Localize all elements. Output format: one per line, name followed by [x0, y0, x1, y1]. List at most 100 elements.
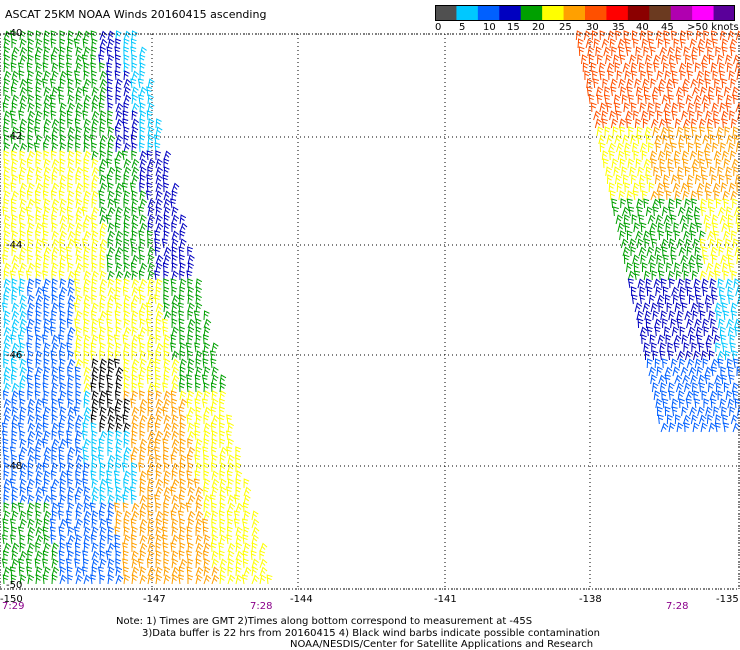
wind-barb: [75, 126, 83, 137]
wind-barb: [585, 38, 594, 49]
wind-barb: [719, 30, 727, 41]
wind-barb: [58, 446, 65, 457]
wind-barb: [178, 246, 185, 257]
wind-barb: [210, 358, 217, 369]
wind-barb: [179, 254, 185, 265]
wind-barb: [177, 510, 184, 521]
wind-barb: [67, 278, 75, 289]
wind-barb: [675, 46, 682, 57]
wind-barb: [163, 198, 171, 209]
wind-barb: [34, 382, 41, 393]
wind-barb: [202, 350, 209, 361]
wind-barb: [706, 414, 714, 425]
wind-barb: [698, 342, 705, 353]
wind-barb: [99, 366, 107, 377]
wind-barb: [658, 270, 665, 281]
wind-barb: [139, 142, 145, 153]
wind-barb: [43, 254, 50, 265]
wind-barb: [35, 174, 43, 185]
wind-barb: [626, 86, 633, 97]
wind-barb: [715, 382, 722, 393]
wind-barb: [713, 262, 722, 273]
wind-barb: [3, 366, 11, 377]
wind-barb: [11, 454, 18, 465]
wind-barb: [131, 198, 139, 209]
wind-barb: [35, 254, 43, 265]
wind-barb: [91, 126, 98, 137]
wind-barb: [58, 550, 65, 561]
wind-barb: [155, 478, 164, 489]
wind-barb: [138, 334, 145, 345]
wind-barb: [11, 78, 19, 89]
wind-barb: [155, 574, 163, 585]
wind-barb: [710, 358, 719, 369]
wind-barb: [594, 118, 603, 129]
wind-barb: [210, 406, 217, 417]
wind-barb: [620, 238, 629, 249]
wind-barb: [107, 94, 113, 105]
wind-barb: [3, 246, 10, 257]
wind-barb: [75, 374, 82, 385]
wind-barb: [690, 78, 698, 89]
wind-barb: [630, 246, 637, 257]
wind-barb: [3, 358, 9, 369]
wind-barb: [74, 366, 81, 377]
wind-barb: [227, 558, 235, 569]
wind-barb: [3, 342, 11, 353]
wind-barb: [122, 414, 129, 425]
wind-barb: [660, 126, 669, 137]
wind-barb: [171, 550, 179, 561]
wind-barb: [734, 326, 740, 337]
wind-barb: [59, 38, 66, 49]
wind-barb: [660, 310, 667, 321]
wind-barb: [699, 46, 705, 57]
wind-barb: [91, 142, 97, 153]
wind-barb: [10, 198, 17, 209]
wind-barb: [685, 278, 692, 289]
wind-barb: [107, 398, 113, 409]
wind-barb: [131, 526, 138, 537]
wind-barb: [11, 150, 17, 161]
wind-barb: [107, 302, 114, 313]
wind-barb: [663, 214, 672, 225]
wind-barb: [11, 430, 18, 441]
wind-barb: [692, 422, 700, 433]
wind-barb: [693, 94, 702, 105]
wind-barb: [139, 294, 146, 305]
wind-barb: [187, 518, 195, 529]
wind-barb: [154, 382, 161, 393]
wind-barb: [179, 382, 185, 393]
wind-barb: [671, 70, 678, 81]
wind-barb: [3, 478, 11, 489]
wind-barb: [187, 262, 194, 273]
wind-barb: [637, 318, 644, 329]
wind-barb: [98, 318, 105, 329]
colorbar-swatch: [649, 5, 672, 21]
wind-barb: [171, 206, 179, 217]
wind-barb: [226, 510, 233, 521]
wind-barb: [74, 278, 80, 289]
wind-barb: [677, 278, 685, 289]
wind-barb: [179, 358, 187, 369]
wind-barb: [163, 182, 170, 193]
wind-barb: [11, 214, 18, 225]
wind-barb: [11, 422, 18, 433]
wind-barb: [703, 30, 710, 41]
wind-barb: [638, 62, 645, 73]
wind-barb: [674, 374, 683, 385]
wind-barb: [35, 414, 43, 425]
wind-barb: [67, 310, 74, 321]
wind-barb: [219, 422, 225, 433]
wind-barb: [74, 494, 81, 505]
wind-barb: [75, 502, 83, 513]
wind-barb: [599, 30, 606, 41]
wind-barb: [227, 542, 236, 553]
wind-barb: [131, 406, 140, 417]
wind-barb: [628, 238, 637, 249]
wind-barb: [19, 54, 28, 65]
wind-barb: [203, 406, 212, 417]
wind-barb: [219, 486, 227, 497]
wind-barb: [147, 462, 156, 473]
wind-barb: [19, 494, 28, 505]
wind-barb: [689, 334, 696, 345]
